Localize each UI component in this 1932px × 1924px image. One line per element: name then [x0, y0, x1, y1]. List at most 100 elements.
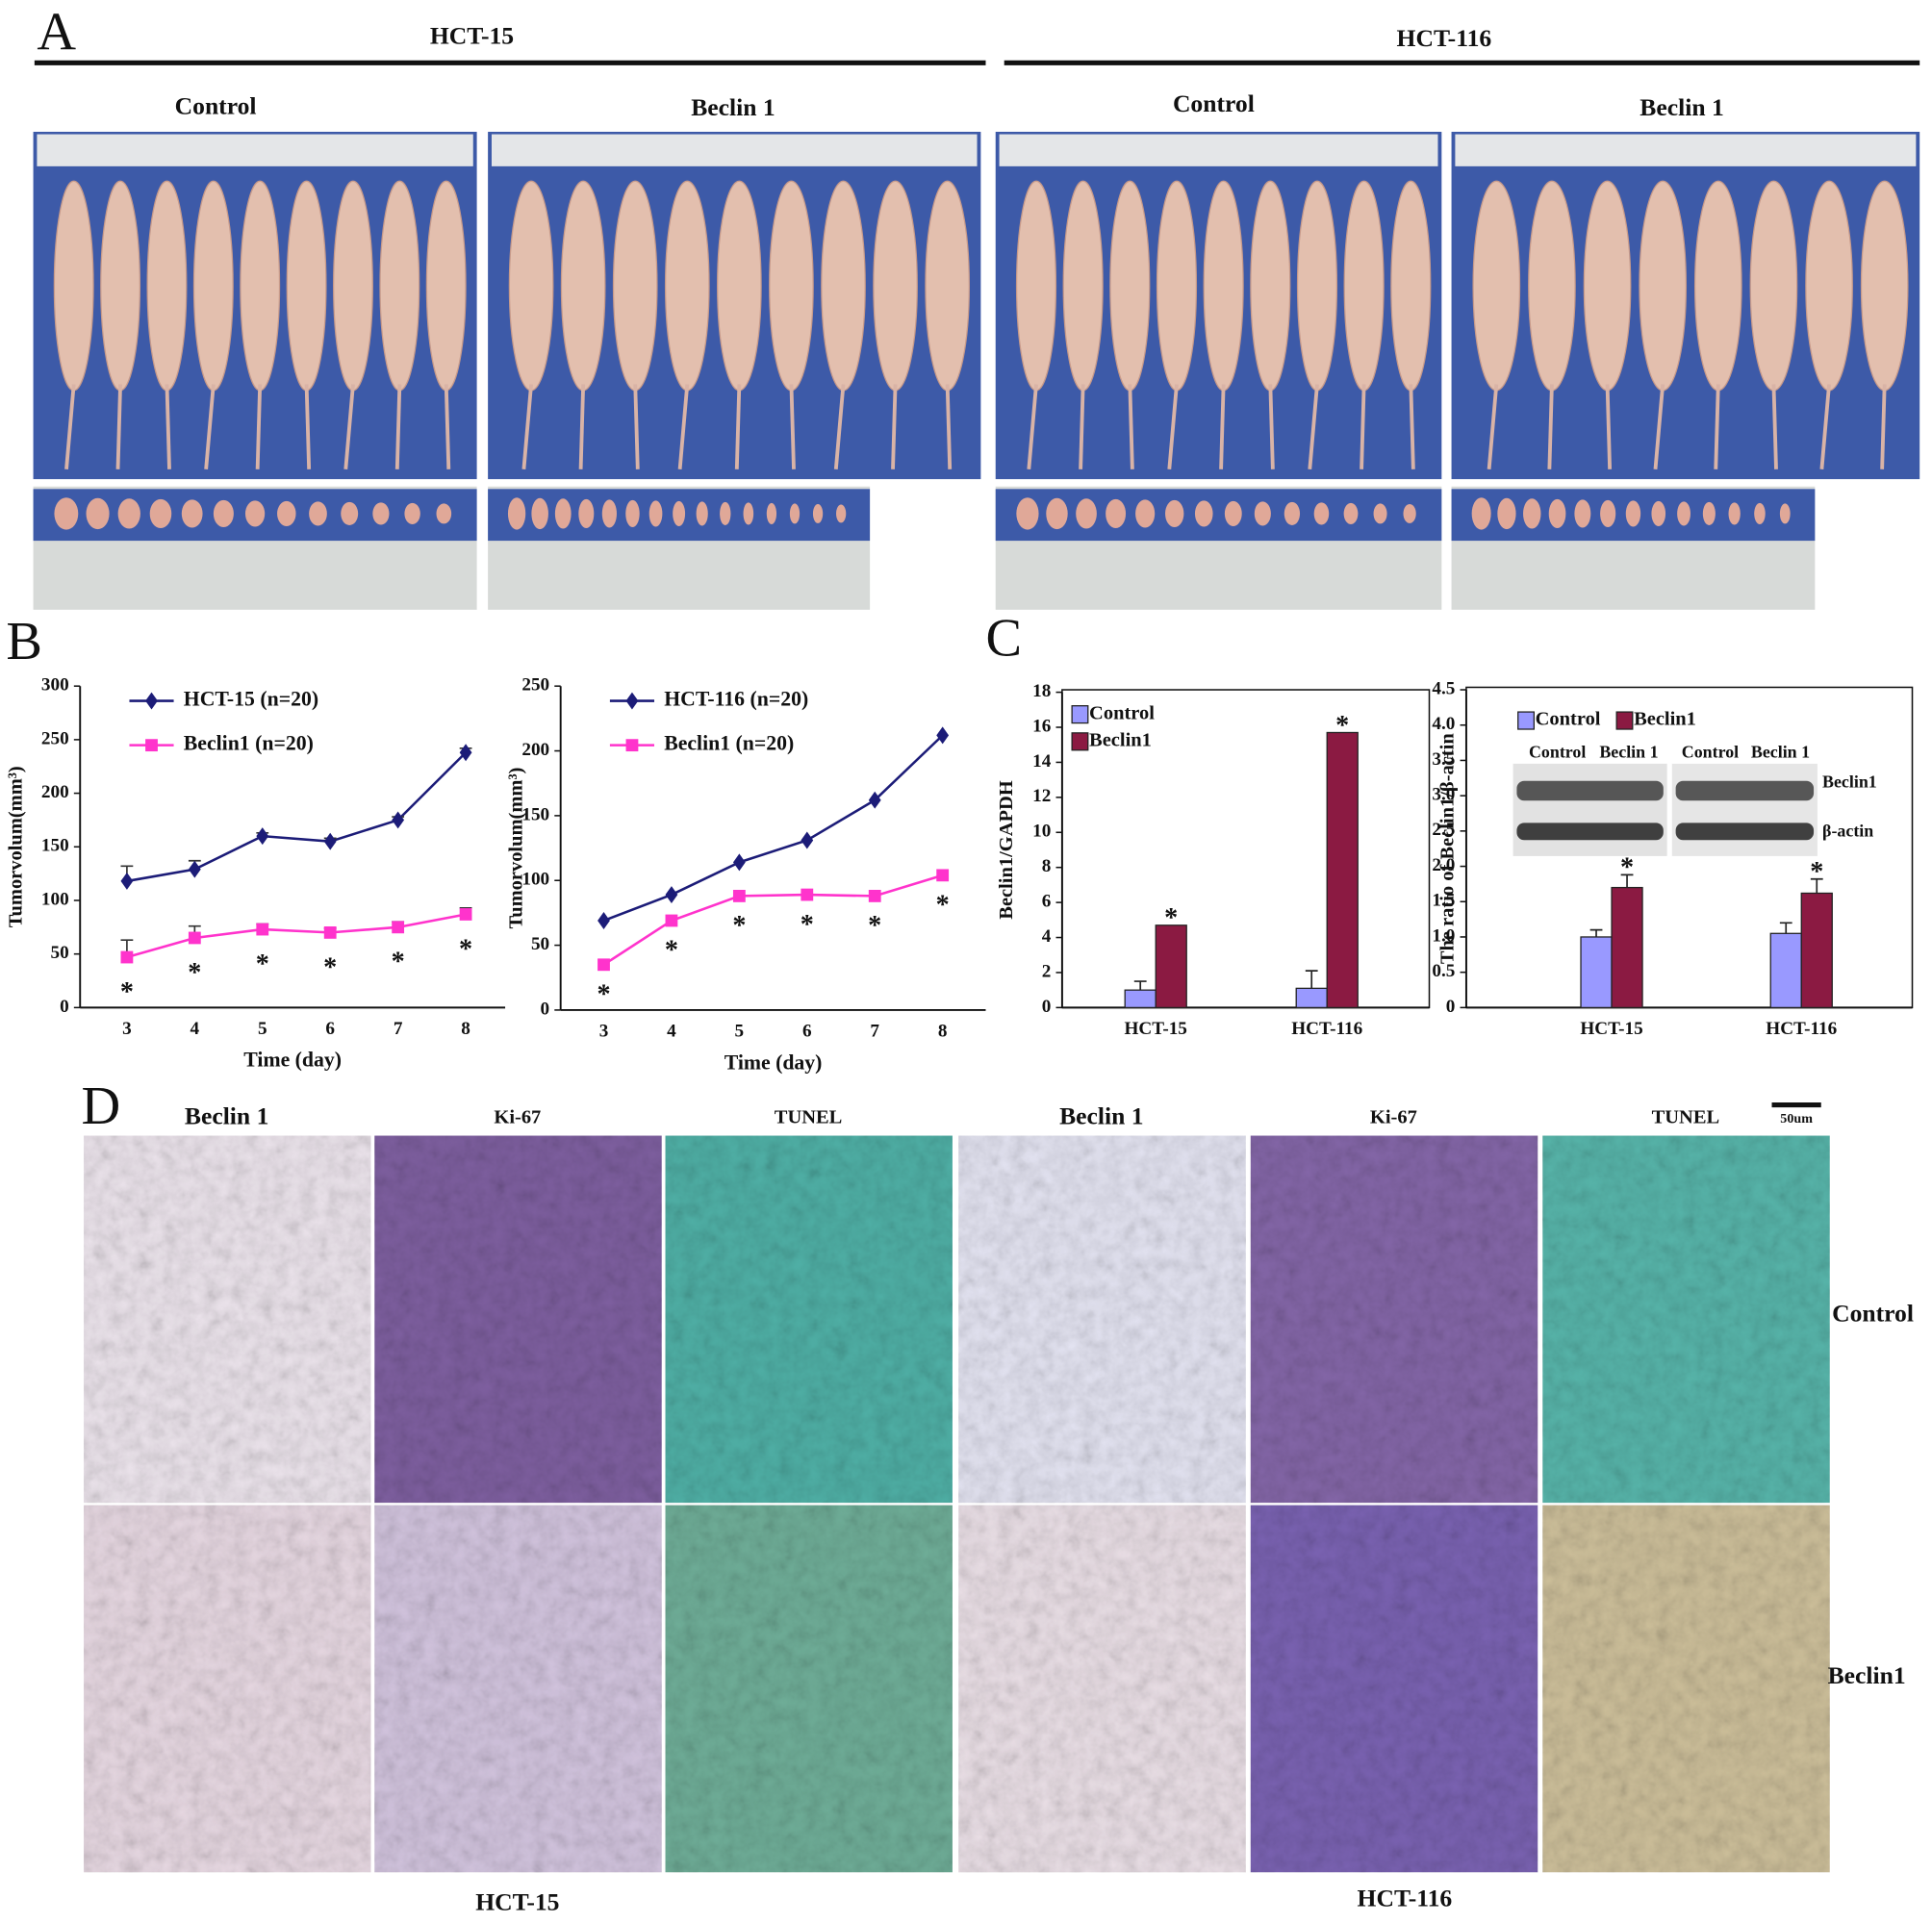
y-tick-label: 0 [1042, 997, 1052, 1017]
mouse [1203, 180, 1244, 392]
tumor [213, 499, 234, 528]
tumor [812, 503, 824, 523]
tumor [696, 501, 708, 526]
legend-label: HCT-116 (n=20) [664, 688, 808, 711]
legend-label: Control [1089, 702, 1155, 723]
tumor [766, 502, 777, 524]
x-tick-label: 3 [122, 1019, 132, 1039]
y-tick-label: 200 [41, 782, 69, 802]
mouse [560, 180, 606, 392]
ihc-texture [1542, 1505, 1830, 1873]
tumor [1779, 503, 1791, 524]
mouse [925, 180, 970, 392]
tumor [720, 501, 731, 525]
y-tick-label: 50 [51, 943, 69, 963]
y-tick-label: 6 [1042, 892, 1052, 912]
tail [1409, 384, 1415, 469]
blot-band [1516, 823, 1664, 841]
tumor [1523, 498, 1541, 529]
condition-title: Beclin 1 [1640, 93, 1724, 121]
error-bar [1133, 980, 1147, 991]
y-tick-label: 18 [1032, 681, 1051, 701]
tumor [531, 497, 548, 530]
x-axis-title: Time (day) [724, 1051, 823, 1074]
y-tick-label: 2 [1042, 961, 1052, 981]
marker [801, 831, 814, 849]
tail [1219, 384, 1226, 469]
y-tick-label: 0 [1446, 997, 1456, 1017]
mouse [873, 180, 918, 392]
x-tick-label: 8 [938, 1021, 948, 1041]
tail [1027, 384, 1038, 470]
tumor [244, 500, 266, 527]
group-title: HCT-116 [1397, 24, 1492, 52]
tail [633, 384, 640, 469]
mouse [1583, 180, 1632, 392]
mouse [333, 180, 373, 392]
tumor [578, 498, 595, 529]
lane-label: Control [1682, 743, 1739, 762]
lane-label: Control [1529, 743, 1586, 762]
ruler [999, 134, 1438, 166]
y-tick-label: 4 [1042, 926, 1052, 947]
y-tick-label: 16 [1032, 716, 1052, 736]
scale-bar-label: 50um [1780, 1111, 1813, 1127]
ihc-texture [374, 1505, 662, 1873]
tumor [86, 497, 110, 530]
x-tick-label: 3 [599, 1021, 609, 1041]
x-tick-label: 6 [325, 1019, 335, 1039]
marker [188, 860, 201, 878]
tumor [1574, 499, 1591, 528]
row-label: Beclin1 [1828, 1661, 1906, 1689]
y-tick-label: 250 [41, 728, 69, 748]
tail [789, 384, 796, 469]
legend-label: HCT-15 (n=20) [184, 688, 318, 711]
mouse [1639, 180, 1688, 392]
legend-swatch [1517, 711, 1536, 730]
tail [734, 384, 742, 469]
marker [868, 791, 881, 809]
tumor [149, 498, 172, 529]
mouse [192, 180, 234, 392]
tail [304, 384, 312, 469]
legend-label: Beclin1 (n=20) [184, 732, 314, 755]
marker [188, 931, 201, 945]
significance: * [1164, 903, 1178, 933]
significance: * [1335, 711, 1349, 741]
tail [1653, 384, 1665, 470]
tumor [1016, 497, 1039, 530]
tumor [1600, 499, 1616, 528]
tumor [1284, 501, 1301, 525]
tumor [1135, 499, 1156, 528]
y-axis-title: The ratio of Beclin1/β-actin [1437, 733, 1459, 964]
significance: * [936, 891, 950, 921]
mouse [1805, 180, 1853, 392]
marker [597, 958, 610, 972]
tumor [836, 504, 847, 523]
y-tick-label: 8 [1042, 856, 1052, 876]
bar [1611, 886, 1643, 1009]
y-tick-label: 14 [1032, 751, 1052, 772]
row-label: Control [1832, 1299, 1914, 1327]
tumor [1343, 502, 1359, 524]
marker [936, 726, 950, 745]
blot-band [1675, 780, 1815, 801]
tail [165, 384, 171, 469]
significance: * [392, 948, 405, 977]
tumor [277, 500, 296, 526]
tail [1360, 384, 1366, 469]
error-bar [1810, 877, 1823, 894]
cell-line-label: HCT-15 [475, 1887, 559, 1915]
group-title: HCT-15 [430, 22, 514, 50]
panel-label: A [37, 2, 76, 62]
tail [1880, 384, 1887, 469]
mouse [1156, 180, 1198, 392]
tumor [1194, 500, 1213, 527]
band-label: Beclin1 [1822, 772, 1877, 791]
tail [343, 384, 355, 470]
significance: * [459, 934, 472, 964]
significance: * [1810, 857, 1823, 887]
tail [1079, 384, 1085, 469]
ihc-texture [84, 1505, 371, 1873]
